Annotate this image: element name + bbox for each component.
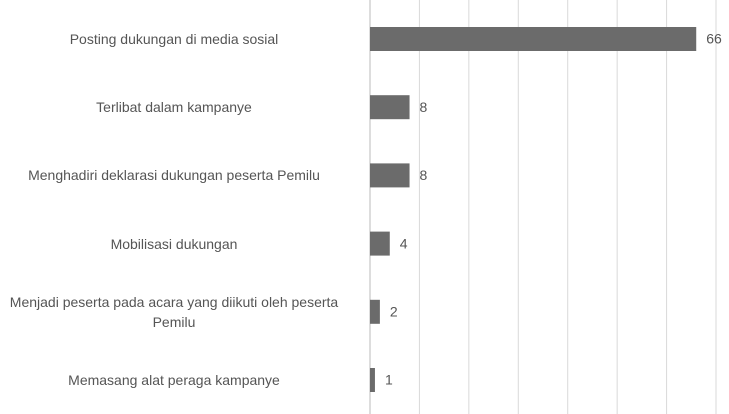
bar: [370, 368, 375, 392]
data-label: 8: [420, 99, 428, 115]
bar: [370, 163, 410, 188]
y-tick-label: Menghadiri deklarasi dukungan peserta Pe…: [28, 167, 320, 184]
data-label: 4: [400, 235, 408, 251]
data-label: 66: [706, 31, 722, 47]
data-label: 8: [420, 167, 428, 183]
y-tick-label: Mobilisasi dukungan: [110, 235, 238, 252]
y-tick-label: Memasang alat peraga kampanye: [68, 372, 280, 388]
bar: [370, 27, 697, 51]
y-tick-label: Terlibat dalam kampanye: [96, 99, 252, 116]
y-tick-label: Posting dukungan di media sosial: [69, 31, 279, 47]
y-tick-label: Menjadi peserta pada acara yang diikuti …: [9, 293, 339, 330]
data-label: 1: [385, 372, 393, 388]
bar: [370, 95, 410, 120]
data-label: 2: [390, 304, 398, 320]
bar: [370, 231, 390, 256]
bar: [370, 299, 380, 324]
